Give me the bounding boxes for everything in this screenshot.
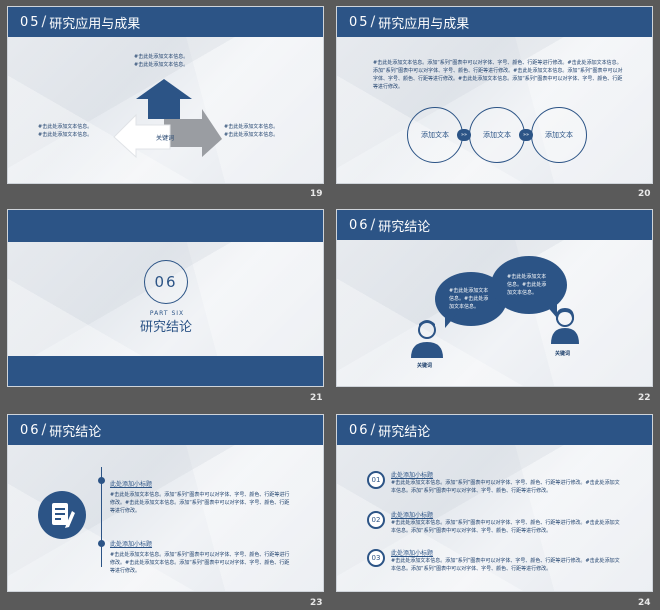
male-user-icon bbox=[411, 320, 443, 358]
header-slash: / bbox=[370, 14, 376, 30]
slide-header: 06 / 研究结论 bbox=[337, 415, 652, 445]
keyword-label: 关键词 bbox=[156, 135, 175, 142]
timeline-dot bbox=[98, 477, 105, 484]
item-subtitle-2: 此处添加小标题 bbox=[391, 512, 434, 519]
node-1: 添加文本 bbox=[407, 107, 463, 163]
part-label: PART SIX bbox=[149, 310, 185, 317]
item-body-3: #击此处添加文本信息。添加“系列”图表中可以对字体、字号、颜色、行距等进行修改。… bbox=[391, 558, 620, 572]
slide-number-24: 24 bbox=[638, 598, 651, 608]
bubble-tail-icon bbox=[545, 304, 557, 318]
subtitle-1: 此处添加小标题 bbox=[110, 481, 153, 488]
section-number: 05 bbox=[349, 14, 370, 30]
slide-number-21: 21 bbox=[310, 393, 323, 403]
node-2: 添加文本 bbox=[469, 107, 525, 163]
section-number-circle: 06 bbox=[144, 260, 188, 304]
slide-thumbnail-20[interactable]: 05 / 研究应用与成果 #击此处添加文本信息。添加“系列”图表中可以对字体、字… bbox=[336, 6, 653, 184]
section-title: 研究结论 bbox=[139, 320, 192, 335]
header-title: 研究结论 bbox=[378, 424, 431, 440]
section-number: 06 bbox=[20, 422, 41, 438]
map-pin-icon: 01 bbox=[367, 471, 385, 489]
paragraph-text: #击此处添加文本信息。添加“系列”图表中可以对字体、字号、颜色、行距等进行修改。… bbox=[373, 60, 623, 90]
keyword-left: 关键词 bbox=[417, 363, 433, 369]
section-number: 05 bbox=[20, 14, 41, 30]
timeline-dot bbox=[98, 540, 105, 547]
top-band bbox=[8, 210, 323, 242]
item-subtitle-1: 此处添加小标题 bbox=[391, 472, 434, 479]
slide-thumbnail-22[interactable]: 06 / 研究结论 #击此处添加文本信息。#击此处添加文本信息。 #击此处添加文… bbox=[336, 209, 653, 387]
slide-thumbnail-19[interactable]: 05 / 研究应用与成果 #击此处添加文本信息。 #击此处添加文本信息。 #击此… bbox=[7, 6, 324, 184]
text-top-1: #击此处添加文本信息。 bbox=[134, 54, 189, 60]
slide-number-22: 22 bbox=[638, 393, 651, 403]
slide-thumbnail-24[interactable]: 06 / 研究结论 01 此处添加小标题 #击此处添加文本信息。添加“系列”图表… bbox=[336, 414, 653, 592]
slide-header: 05 / 研究应用与成果 bbox=[337, 7, 652, 37]
section-number: 06 bbox=[349, 217, 370, 233]
header-title: 研究结论 bbox=[378, 219, 431, 235]
body-text-2: #击此处添加文本信息。添加“系列”图表中可以对字体、字号、颜色、行距等进行修改。… bbox=[110, 552, 290, 574]
three-way-arrows-icon bbox=[113, 79, 222, 159]
header-title: 研究应用与成果 bbox=[378, 16, 470, 32]
map-pin-icon: 02 bbox=[367, 511, 385, 529]
text-top-2: #击此处添加文本信息。 bbox=[134, 62, 189, 68]
slide-number-20: 20 bbox=[638, 189, 651, 199]
text-left-1: #击此处添加文本信息。 bbox=[38, 124, 93, 130]
header-slash: / bbox=[370, 217, 376, 233]
slide-number-19: 19 bbox=[310, 189, 323, 199]
keyword-right: 关键词 bbox=[555, 351, 571, 357]
connector-arrow-icon: »» bbox=[457, 129, 471, 141]
slide-number-23: 23 bbox=[310, 598, 323, 608]
header-title: 研究应用与成果 bbox=[49, 16, 141, 32]
document-edit-icon bbox=[38, 491, 86, 539]
node-3: 添加文本 bbox=[531, 107, 587, 163]
slide-header: 06 / 研究结论 bbox=[8, 415, 323, 445]
item-subtitle-3: 此处添加小标题 bbox=[391, 550, 434, 557]
slide-header: 05 / 研究应用与成果 bbox=[8, 7, 323, 37]
section-number: 06 bbox=[349, 422, 370, 438]
bottom-band bbox=[8, 356, 323, 386]
header-title: 研究结论 bbox=[49, 424, 102, 440]
subtitle-2: 此处添加小标题 bbox=[110, 541, 153, 548]
text-right-2: #击此处添加文本信息。 bbox=[224, 132, 279, 138]
slide-thumbnail-21[interactable]: 06 PART SIX 研究结论 bbox=[7, 209, 324, 387]
body-text-1: #击此处添加文本信息。添加“系列”图表中可以对字体、字号、颜色、行距等进行修改。… bbox=[110, 492, 290, 514]
item-body-1: #击此处添加文本信息。添加“系列”图表中可以对字体、字号、颜色、行距等进行修改。… bbox=[391, 480, 620, 494]
header-slash: / bbox=[41, 422, 47, 438]
slide-thumbnail-23[interactable]: 06 / 研究结论 此处添加小标题 #击此处添加文本信息。添加“系列”图表中可以… bbox=[7, 414, 324, 592]
bubble-left-text: #击此处添加文本信息。#击此处添加文本信息。 bbox=[449, 288, 489, 310]
female-user-icon bbox=[551, 308, 579, 344]
slide-header: 06 / 研究结论 bbox=[337, 210, 652, 240]
connector-arrow-icon: »» bbox=[519, 129, 533, 141]
header-slash: / bbox=[41, 14, 47, 30]
map-pin-icon: 03 bbox=[367, 549, 385, 567]
timeline-line bbox=[101, 467, 102, 567]
text-left-2: #击此处添加文本信息。 bbox=[38, 132, 93, 138]
item-body-2: #击此处添加文本信息。添加“系列”图表中可以对字体、字号、颜色、行距等进行修改。… bbox=[391, 520, 620, 534]
text-right-1: #击此处添加文本信息。 bbox=[224, 124, 279, 130]
bubble-tail-icon bbox=[445, 314, 457, 328]
bubble-right-text: #击此处添加文本信息。#击此处添加文本信息。 bbox=[507, 274, 547, 296]
header-slash: / bbox=[370, 422, 376, 438]
